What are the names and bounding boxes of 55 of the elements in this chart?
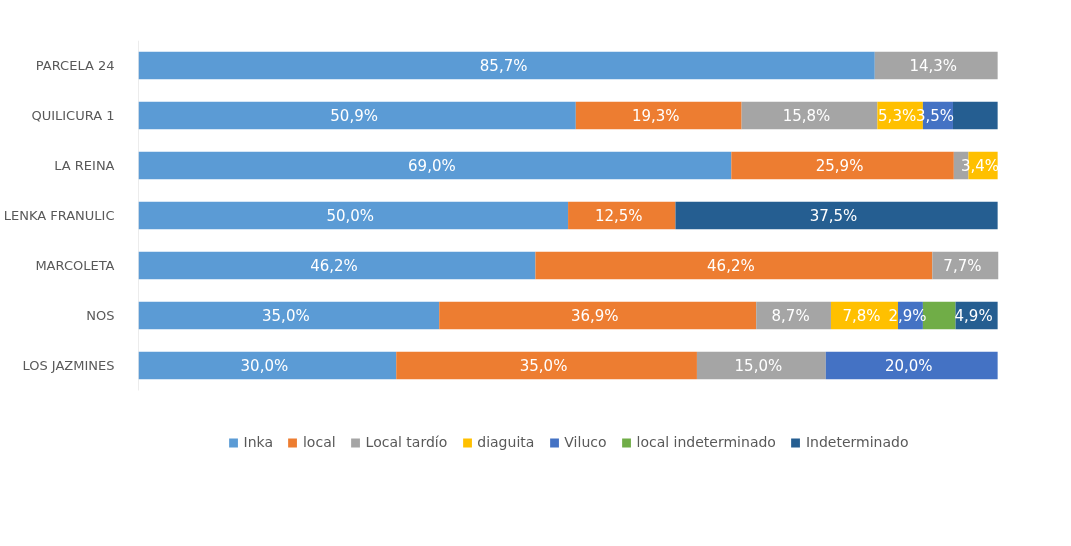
data-label: 15,0%	[734, 356, 783, 375]
data-label: 36,9%	[570, 306, 619, 325]
y-tick-label: NOS	[86, 308, 115, 323]
data-label: 19,3%	[631, 106, 680, 125]
data-label: 35,0%	[519, 356, 568, 375]
data-label: 30,0%	[240, 356, 289, 375]
data-label: 46,2%	[707, 256, 755, 275]
bar	[138, 101, 576, 130]
data-label: 5,3%	[878, 106, 917, 125]
data-label: 50,0%	[326, 206, 375, 225]
data-label: 14,3%	[909, 56, 958, 75]
bar	[396, 351, 697, 380]
data-label: 46,2%	[310, 256, 358, 275]
bar	[439, 301, 757, 330]
data-label: 20,0%	[884, 356, 933, 375]
bar	[696, 351, 826, 380]
bar	[731, 151, 954, 180]
data-label: 50,9%	[330, 106, 378, 125]
y-tick-label: MARCOLETA	[35, 258, 115, 273]
data-label: 8,7%	[771, 306, 810, 325]
data-label: 85,7%	[479, 56, 528, 75]
y-tick-label: LA REINA	[54, 158, 115, 173]
legend-label: Indeterminado	[805, 434, 909, 450]
y-tick-label: LOS JAZMINES	[22, 358, 115, 373]
data-label: 15,8%	[782, 106, 831, 125]
bar	[874, 51, 998, 80]
legend-label: Viluco	[564, 434, 607, 450]
bar	[138, 151, 732, 180]
legend-label: local indeterminado	[636, 434, 776, 450]
y-tick-label: LENKA FRANULIC	[3, 208, 115, 223]
data-label: 37,5%	[809, 206, 858, 225]
data-label: 25,9%	[815, 156, 864, 175]
bar	[825, 351, 998, 380]
data-label: 7,7%	[943, 256, 982, 275]
bar	[138, 301, 440, 330]
legend-label: Local tardío	[365, 434, 448, 450]
bar	[741, 101, 878, 130]
legend-label: diaguita	[477, 434, 535, 450]
bar	[575, 101, 742, 130]
bar	[138, 201, 569, 230]
bar	[535, 251, 933, 280]
data-label: 35,0%	[262, 306, 310, 325]
data-label: 4,9%	[954, 306, 993, 325]
data-label: 7,8%	[842, 306, 881, 325]
bar	[138, 51, 875, 80]
legend-label: local	[302, 434, 336, 450]
bar	[675, 201, 998, 230]
data-label: 69,0%	[408, 156, 456, 175]
y-tick-label: QUILICURA 1	[31, 108, 115, 123]
bar	[952, 101, 998, 130]
bar	[138, 251, 536, 280]
bar	[138, 351, 397, 380]
data-label: 12,5%	[594, 206, 643, 225]
y-tick-label: PARCELA 24	[35, 58, 115, 73]
legend-label: Inka	[243, 434, 273, 450]
